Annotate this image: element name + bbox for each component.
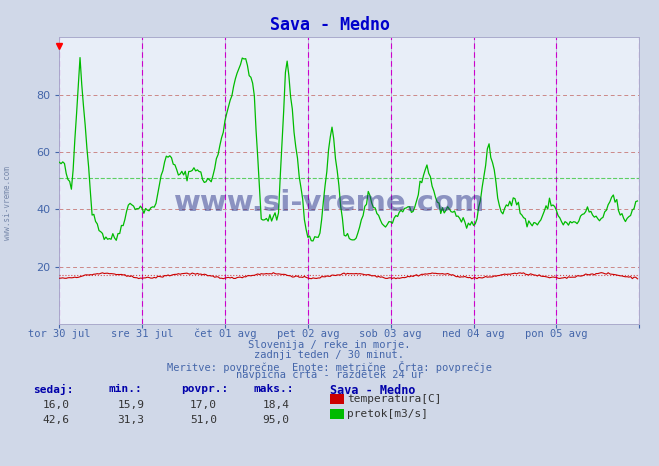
Text: pet 02 avg: pet 02 avg <box>277 329 339 338</box>
Text: 51,0: 51,0 <box>190 415 217 425</box>
Text: povpr.:: povpr.: <box>181 384 229 394</box>
Text: 18,4: 18,4 <box>262 400 289 410</box>
Text: pretok[m3/s]: pretok[m3/s] <box>347 409 428 419</box>
Text: temperatura[C]: temperatura[C] <box>347 394 442 404</box>
Text: Sava - Medno: Sava - Medno <box>270 16 389 34</box>
Text: Meritve: povprečne  Enote: metrične  Črta: povprečje: Meritve: povprečne Enote: metrične Črta:… <box>167 361 492 373</box>
Text: 17,0: 17,0 <box>190 400 217 410</box>
Text: 15,9: 15,9 <box>117 400 144 410</box>
Text: Slovenija / reke in morje.: Slovenija / reke in morje. <box>248 340 411 350</box>
Text: maks.:: maks.: <box>254 384 294 394</box>
Text: www.si-vreme.com: www.si-vreme.com <box>3 166 13 240</box>
Text: Sava - Medno: Sava - Medno <box>330 384 415 397</box>
Text: 42,6: 42,6 <box>43 415 70 425</box>
Text: min.:: min.: <box>109 384 142 394</box>
Text: zadnji teden / 30 minut.: zadnji teden / 30 minut. <box>254 350 405 360</box>
Text: sedaj:: sedaj: <box>33 384 73 396</box>
Text: sob 03 avg: sob 03 avg <box>359 329 422 338</box>
Text: navpična črta - razdelek 24 ur: navpična črta - razdelek 24 ur <box>236 370 423 380</box>
Text: sre 31 jul: sre 31 jul <box>111 329 173 338</box>
Text: ned 04 avg: ned 04 avg <box>442 329 505 338</box>
Text: čet 01 avg: čet 01 avg <box>194 329 256 339</box>
Text: www.si-vreme.com: www.si-vreme.com <box>174 189 485 217</box>
Text: tor 30 jul: tor 30 jul <box>28 329 90 338</box>
Text: pon 05 avg: pon 05 avg <box>525 329 588 338</box>
Text: 16,0: 16,0 <box>43 400 70 410</box>
Text: 31,3: 31,3 <box>117 415 144 425</box>
Text: 95,0: 95,0 <box>262 415 289 425</box>
